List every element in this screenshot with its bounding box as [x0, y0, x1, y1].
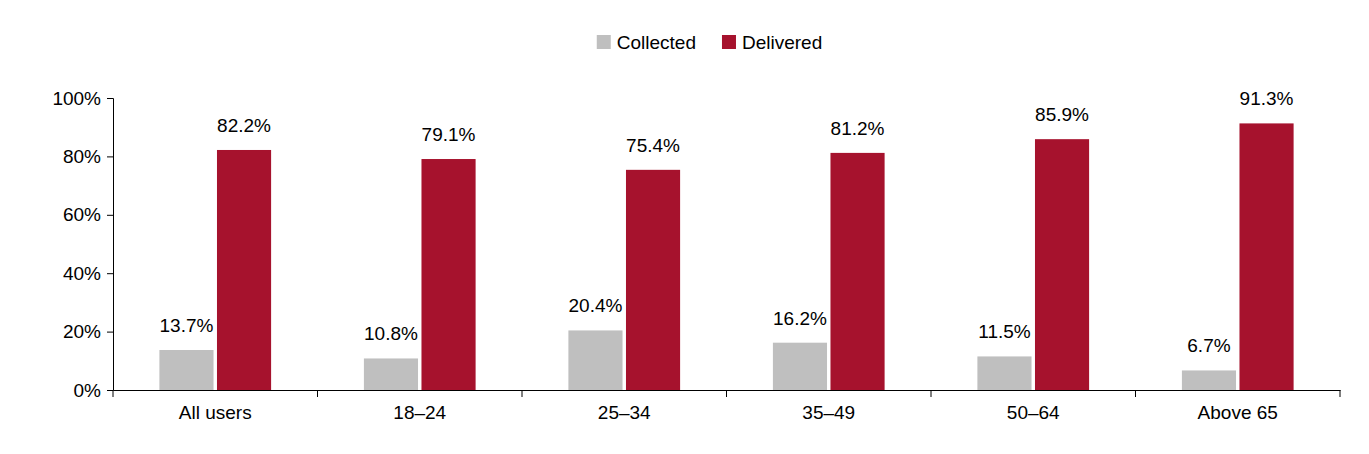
data-label: 13.7% — [160, 315, 214, 336]
y-tick-mark — [107, 156, 113, 157]
y-tick-label: 60% — [63, 204, 101, 225]
category-separator — [113, 390, 114, 397]
legend-label: Collected — [617, 32, 696, 53]
y-tick: 100% — [52, 88, 113, 109]
data-label: 10.8% — [364, 323, 418, 344]
data-label: 11.5% — [978, 321, 1031, 342]
x-tick: All users — [179, 390, 252, 423]
bar — [217, 150, 271, 390]
x-tick-label: 35–49 — [802, 402, 855, 423]
bar — [830, 153, 884, 390]
x-tick: 35–49 — [802, 390, 855, 423]
y-axis-line — [107, 99, 114, 391]
bar — [773, 343, 827, 390]
legend-item: Collected — [597, 32, 696, 53]
y-tick-mark — [107, 273, 113, 274]
category-separator — [1135, 390, 1136, 397]
data-label: 91.3% — [1240, 88, 1294, 109]
x-tick-label: 25–34 — [598, 402, 651, 423]
y-tick-label: 100% — [52, 88, 101, 109]
bar — [364, 358, 418, 390]
y-tick-mark — [107, 98, 113, 99]
legend-swatch — [722, 35, 736, 49]
category-separator — [317, 390, 318, 397]
data-label: 82.2% — [217, 115, 271, 136]
x-tick: 25–34 — [598, 390, 651, 423]
category-separator — [931, 390, 932, 397]
bar — [568, 330, 622, 390]
data-label: 16.2% — [773, 308, 827, 329]
x-tick-label: Above 65 — [1198, 402, 1278, 423]
data-label: 75.4% — [626, 135, 680, 156]
y-tick: 40% — [63, 263, 113, 284]
bar — [977, 356, 1031, 390]
x-tick-label: 18–24 — [393, 402, 446, 423]
y-tick-mark — [107, 215, 113, 216]
y-tick-label: 40% — [63, 263, 101, 284]
bar — [159, 350, 213, 390]
data-label: 85.9% — [1035, 104, 1089, 125]
y-tick-mark — [107, 390, 113, 391]
bar — [421, 159, 475, 390]
data-label: 81.2% — [831, 118, 885, 139]
y-tick-label: 0% — [74, 380, 102, 401]
y-tick: 20% — [63, 321, 113, 342]
x-tick-label: All users — [179, 402, 252, 423]
y-axis: 0% 20% 40% 60% 80% 100% — [52, 88, 113, 401]
x-axis: All users 18–24 25–34 35–49 50–64 Above 65 — [114, 390, 1341, 423]
x-tick-label: 50–64 — [1007, 402, 1060, 423]
chart: 0% 20% 40% 60% 80% 100% All users 18–24 25–34 35–… — [0, 0, 1369, 454]
legend: Collected Delivered — [597, 32, 822, 53]
y-tick-label: 20% — [63, 321, 101, 342]
category-separator — [726, 390, 727, 397]
bar — [1035, 139, 1089, 390]
bar — [1239, 123, 1293, 390]
bar — [626, 170, 680, 390]
data-label: 6.7% — [1187, 335, 1230, 356]
legend-item: Delivered — [722, 32, 822, 53]
bar — [1182, 370, 1236, 390]
data-label: 20.4% — [569, 295, 623, 316]
y-tick-label: 80% — [63, 146, 101, 167]
x-tick: Above 65 — [1198, 390, 1278, 423]
category-separator — [522, 390, 523, 397]
x-tick: 18–24 — [393, 390, 446, 423]
y-tick: 60% — [63, 204, 113, 225]
data-label: 79.1% — [422, 124, 476, 145]
legend-label: Delivered — [742, 32, 822, 53]
y-tick-mark — [107, 332, 113, 333]
legend-swatch — [597, 35, 611, 49]
y-tick: 80% — [63, 146, 113, 167]
category-separators — [113, 390, 1340, 397]
y-tick: 0% — [74, 380, 113, 401]
category-separator — [1340, 390, 1341, 397]
data-labels: 13.7% 10.8% 20.4% 16.2% 11.5% 6.7% 82.2% 79.1% 7… — [160, 88, 1294, 356]
x-tick: 50–64 — [1007, 390, 1060, 423]
bars — [159, 123, 1293, 390]
